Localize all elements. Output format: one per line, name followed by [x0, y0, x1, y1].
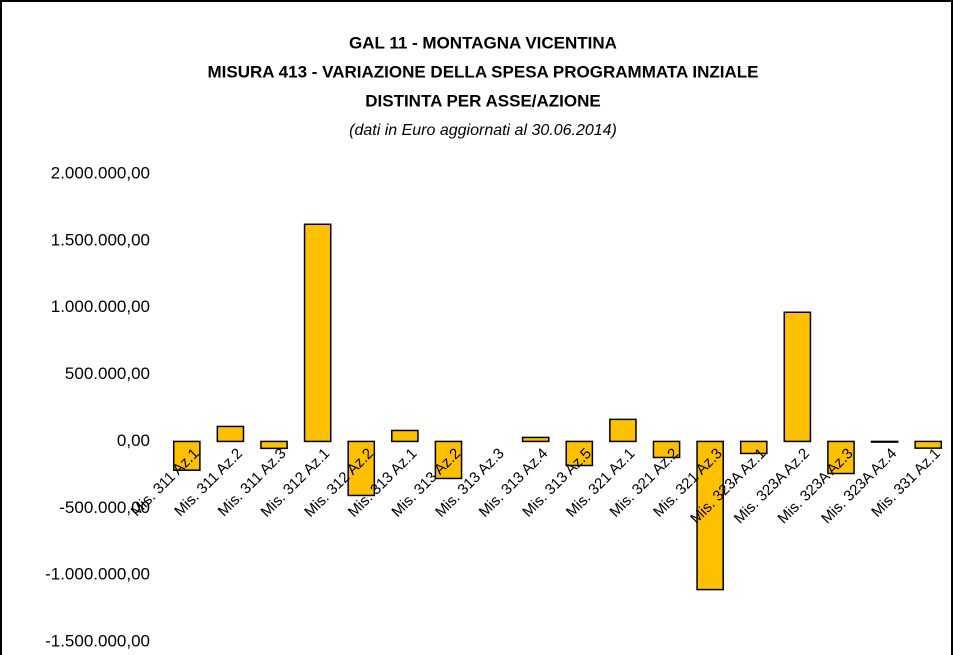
y-tick-label: 1.500.000,00 [51, 230, 150, 249]
bar [739, 440, 768, 455]
y-tick-label: 0,00 [117, 431, 150, 450]
bar [260, 440, 288, 450]
bar [303, 223, 332, 443]
bar [783, 311, 812, 443]
bar [870, 440, 899, 443]
chart-title: MISURA 413 - VARIAZIONE DELLA SPESA PROG… [208, 62, 759, 81]
y-tick-label: 2.000.000,00 [51, 163, 150, 182]
y-tick-label: 500.000,00 [65, 364, 150, 383]
bar [696, 440, 724, 591]
bar [434, 440, 463, 480]
bar [827, 440, 855, 475]
y-tick-label: -1.500.000,00 [45, 631, 150, 650]
chart-title: GAL 11 - MONTAGNA VICENTINA [349, 33, 617, 52]
bar [216, 425, 245, 443]
bar [914, 440, 943, 449]
y-tick-label: -1.000.000,00 [45, 565, 150, 584]
bar [609, 418, 637, 443]
bar [391, 429, 419, 443]
y-tick-label: -500.000,00 [59, 498, 150, 517]
bar [172, 440, 201, 471]
bar [565, 440, 594, 467]
chart-title: DISTINTA PER ASSE/AZIONE [365, 91, 601, 110]
bar [652, 440, 681, 459]
chart-subtitle: (dati in Euro aggiornati al 30.06.2014) [349, 122, 617, 139]
bar [347, 440, 376, 497]
bar [521, 436, 550, 443]
y-tick-label: 1.000.000,00 [51, 297, 150, 316]
